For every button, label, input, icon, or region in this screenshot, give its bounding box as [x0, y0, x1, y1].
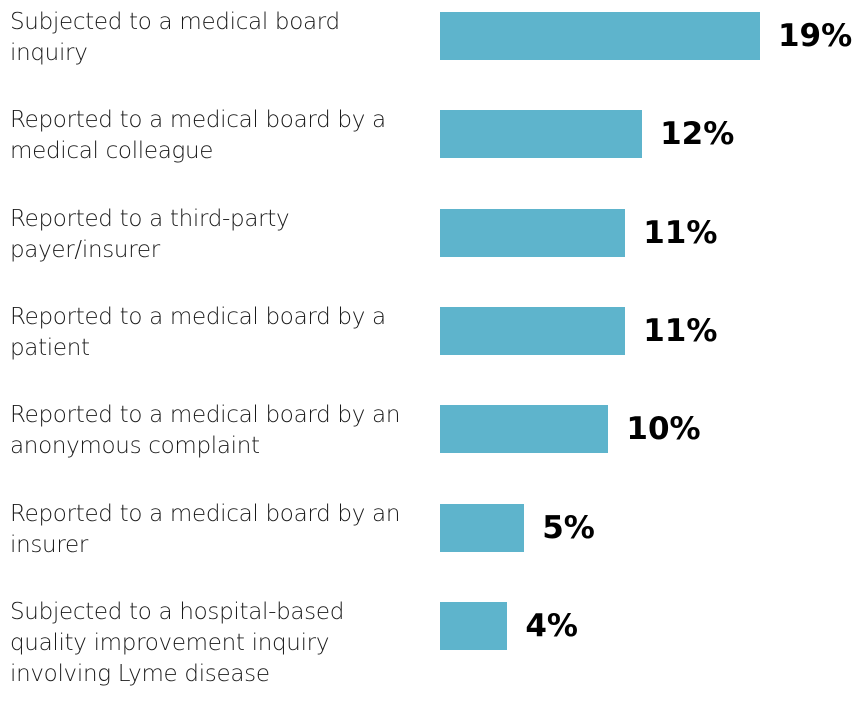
bar — [440, 110, 643, 159]
category-label: Reported to a medical board by a patient — [10, 303, 386, 361]
category-label: Reported to a medical board by an insure… — [10, 500, 401, 558]
value-label: 12% — [660, 116, 735, 153]
bar — [440, 306, 626, 355]
category-label: Reported to a medical board by an anonym… — [10, 402, 401, 460]
category-label: Reported to a medical board by a medical… — [10, 107, 386, 165]
value-label: 19% — [777, 18, 853, 54]
bar — [440, 12, 760, 60]
value-label: 4% — [525, 607, 578, 644]
bar — [440, 208, 626, 257]
value-label: 11% — [643, 214, 718, 251]
category-label: Subjected to a hospital-based quality im… — [10, 598, 344, 687]
value-label: 5% — [542, 509, 595, 546]
category-label: Subjected to a medical board inquiry — [10, 9, 340, 66]
bar — [440, 405, 609, 454]
category-label: Reported to a third-party payer/insurer — [10, 205, 290, 263]
value-label: 11% — [643, 312, 718, 349]
bar — [440, 601, 508, 650]
value-label: 10% — [626, 411, 701, 448]
bar — [440, 503, 525, 552]
